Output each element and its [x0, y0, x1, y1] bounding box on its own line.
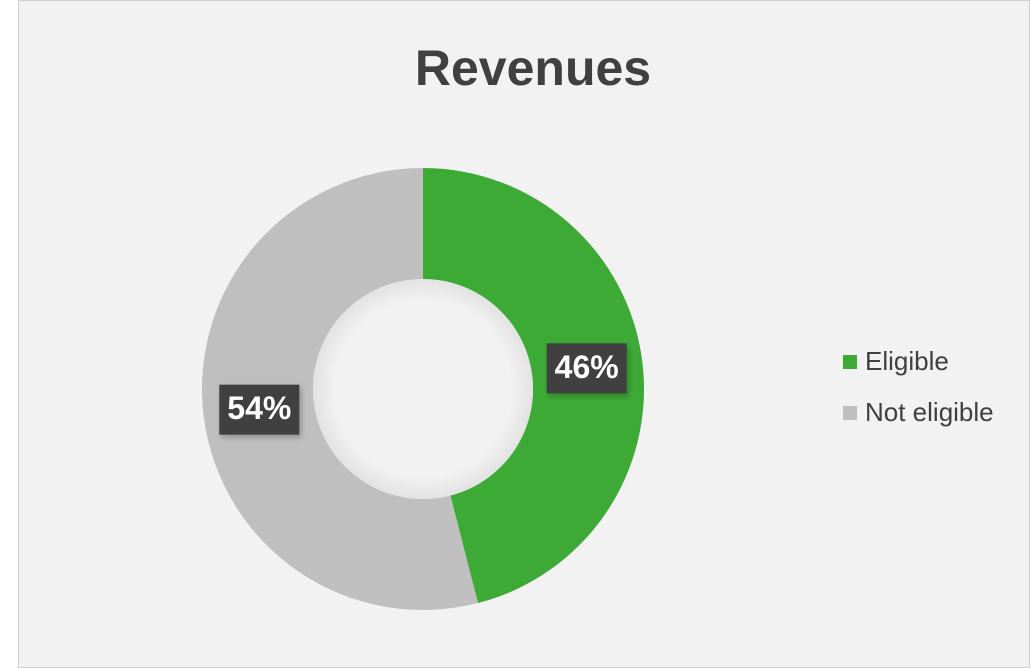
legend-label: Not eligible: [865, 397, 994, 427]
data-label-text: 46%: [555, 349, 619, 385]
chart-title: Revenues: [415, 40, 651, 96]
legend-label: Eligible: [865, 346, 949, 376]
donut-slice: [423, 168, 645, 604]
data-label: 46%: [546, 343, 627, 394]
data-label-box: [219, 384, 300, 435]
legend-swatch: [843, 406, 857, 420]
legend-swatch: [843, 355, 857, 369]
data-label: 54%: [219, 384, 300, 435]
data-label-text: 54%: [227, 390, 291, 426]
donut-hole: [313, 279, 533, 499]
donut-slice: [202, 168, 478, 610]
data-label-box: [546, 343, 627, 394]
